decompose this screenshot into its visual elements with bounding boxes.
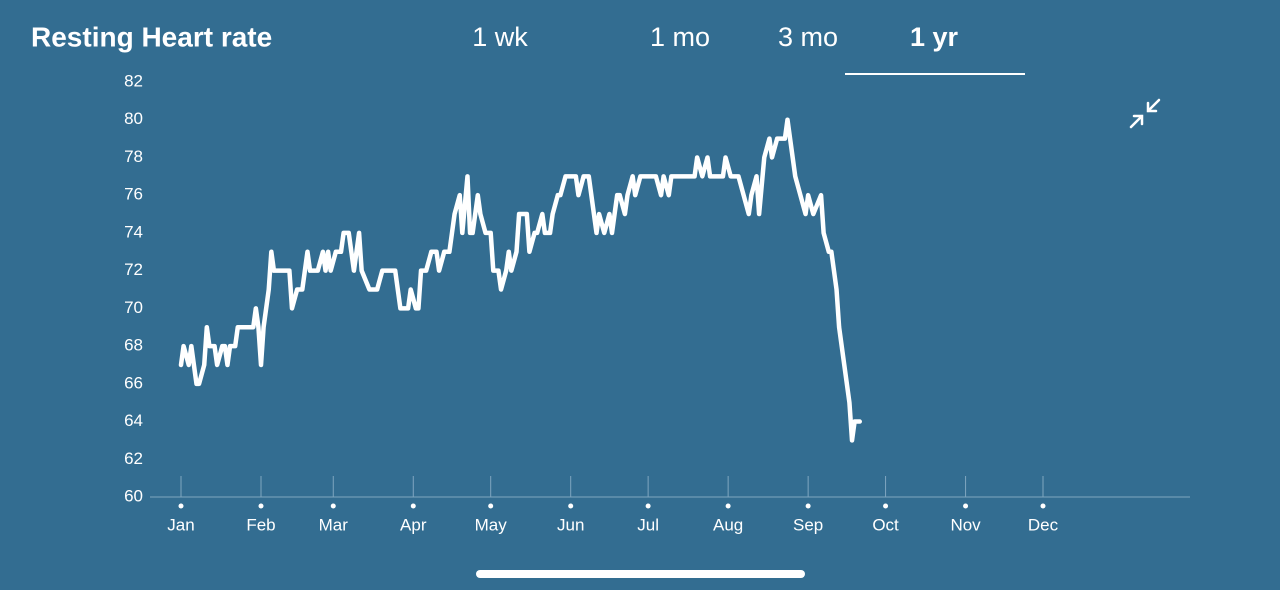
x-tick-label: Feb: [246, 515, 275, 534]
x-tick-dot: [963, 503, 969, 509]
x-tick-dot: [488, 503, 494, 509]
y-tick-label: 82: [124, 71, 143, 90]
y-tick-label: 70: [124, 298, 143, 317]
collapse-button[interactable]: [1129, 98, 1161, 129]
x-tick-label: Aug: [713, 515, 743, 534]
range-tab[interactable]: 3 mo: [778, 22, 838, 52]
y-tick-label: 76: [124, 185, 143, 204]
x-tick-label: May: [475, 515, 508, 534]
x-tick-label: Jul: [637, 515, 659, 534]
x-tick-label: Oct: [872, 515, 899, 534]
range-tab[interactable]: 1 wk: [472, 22, 528, 52]
x-tick-label: Sep: [793, 515, 823, 534]
y-tick-label: 80: [124, 109, 143, 128]
x-tick-dot: [410, 503, 416, 509]
x-tick-dot: [178, 503, 184, 509]
x-tick-label: Dec: [1028, 515, 1059, 534]
y-tick-label: 78: [124, 147, 143, 166]
y-tick-label: 64: [124, 411, 143, 430]
title: Resting Heart rate: [31, 21, 272, 52]
y-tick-label: 60: [124, 486, 143, 505]
y-tick-label: 74: [124, 222, 143, 241]
x-tick-dot: [258, 503, 264, 509]
home-indicator: [476, 570, 805, 578]
range-tab[interactable]: 1 yr: [910, 22, 959, 52]
x-tick-label: Mar: [319, 515, 349, 534]
collapse-arrow: [1129, 114, 1144, 129]
x-tick-dot: [645, 503, 651, 509]
y-tick-label: 72: [124, 260, 143, 279]
x-tick-dot: [725, 503, 731, 509]
x-tick-dot: [568, 503, 574, 509]
data-line: [178, 117, 863, 443]
x-tick-label: Jan: [167, 515, 194, 534]
x-tick-label: Apr: [400, 515, 427, 534]
x-tick-label: Jun: [557, 515, 584, 534]
collapse-arrow: [1146, 98, 1161, 113]
range-tab[interactable]: 1 mo: [650, 22, 710, 52]
y-tick-label: 68: [124, 336, 143, 355]
x-tick-dot: [330, 503, 336, 509]
x-tick-dot: [883, 503, 889, 509]
x-tick-label: Nov: [950, 515, 981, 534]
x-tick-dot: [805, 503, 811, 509]
y-tick-label: 62: [124, 449, 143, 468]
x-tick-dot: [1040, 503, 1046, 509]
y-tick-label: 66: [124, 373, 143, 392]
